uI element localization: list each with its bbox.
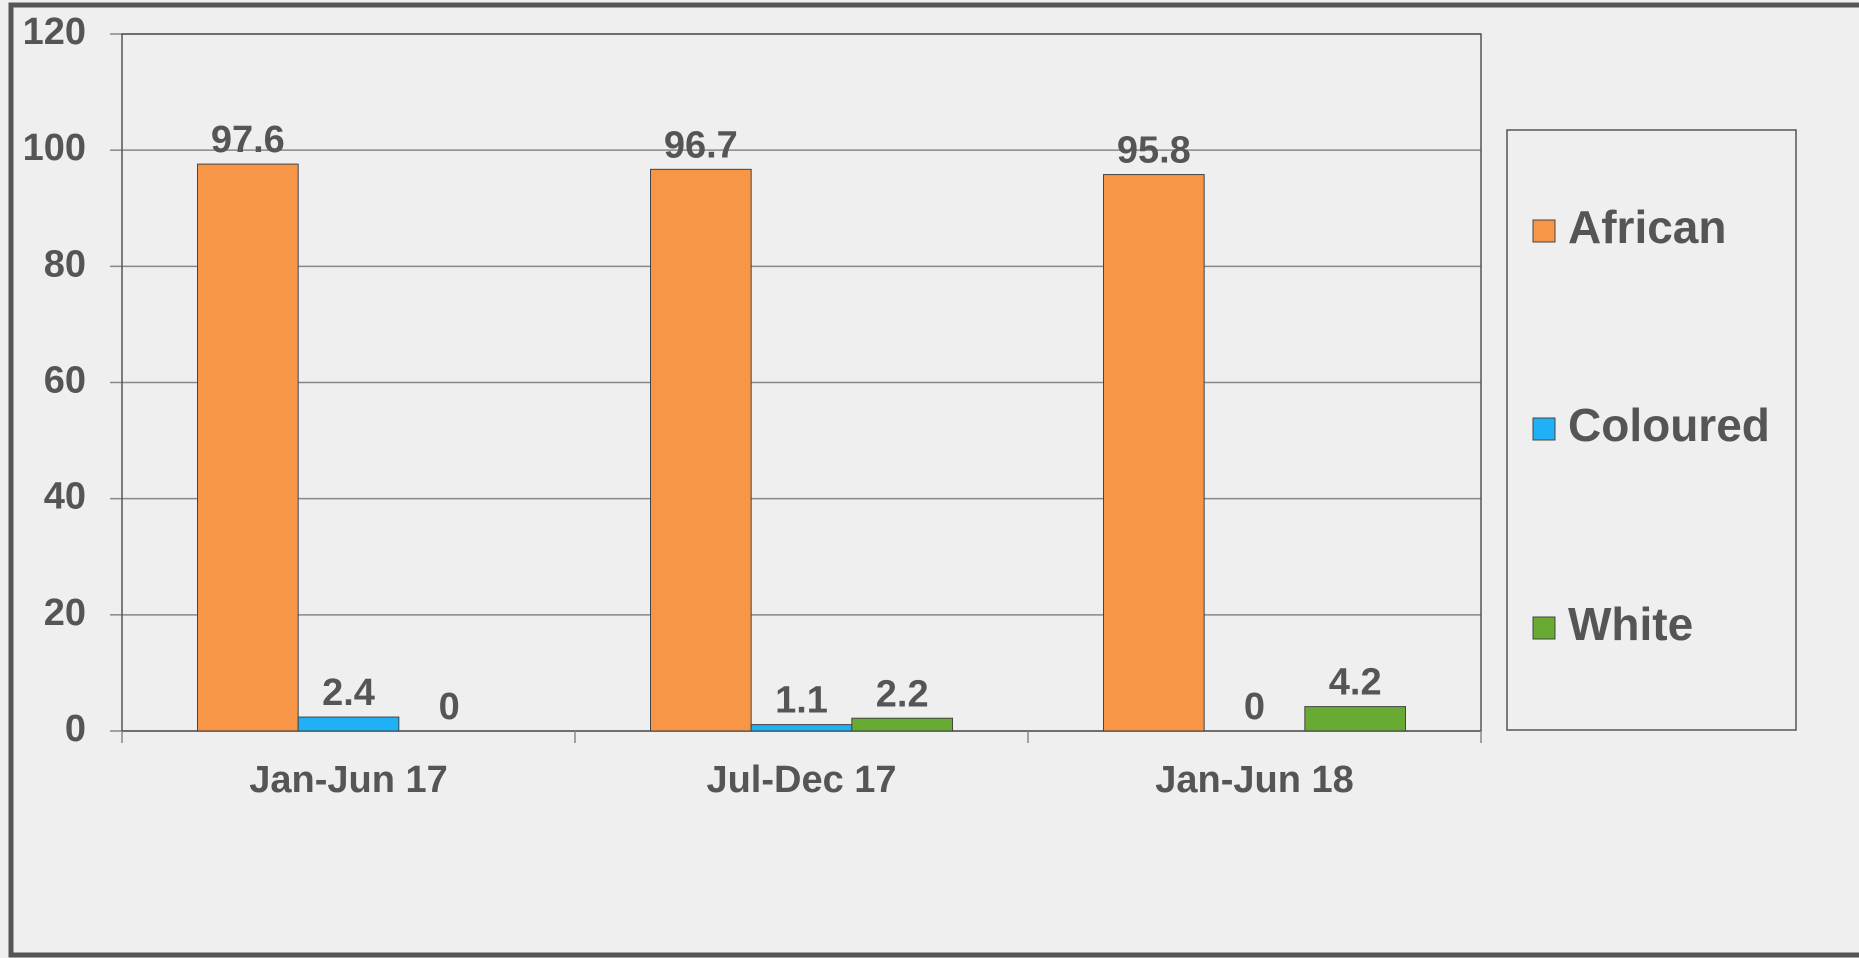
data-label: 2.4: [322, 672, 375, 714]
y-tick-label: 60: [44, 360, 86, 402]
data-label: 2.2: [876, 673, 929, 715]
frame: [8, 2, 1859, 958]
y-tick-label: 40: [44, 476, 86, 518]
legend-box: [1506, 129, 1797, 731]
legend-swatch: [1532, 616, 1556, 640]
legend-swatch: [1532, 219, 1556, 243]
bar: [197, 163, 299, 732]
legend-label: African: [1568, 201, 1726, 253]
legend-label: Coloured: [1568, 399, 1770, 451]
bar: [1103, 174, 1205, 732]
y-tick-label: 120: [23, 11, 86, 53]
bar: [851, 717, 953, 732]
data-label: 97.6: [211, 119, 285, 161]
bar: [297, 716, 400, 732]
y-tick-label: 80: [44, 243, 86, 285]
bar: [1304, 706, 1407, 732]
data-label: 1.1: [775, 680, 828, 722]
data-label: 0: [439, 686, 460, 728]
legend-swatch: [1532, 417, 1556, 441]
x-tick-label: Jul-Dec 17: [706, 759, 896, 801]
data-label: 96.7: [664, 124, 738, 166]
bar: [750, 724, 853, 732]
x-tick-label: Jan-Jun 18: [1155, 759, 1354, 801]
bar: [650, 168, 752, 732]
x-tick-label: Jan-Jun 17: [249, 759, 448, 801]
data-label: 95.8: [1117, 130, 1191, 172]
y-tick-label: 0: [65, 708, 86, 750]
legend-label: White: [1568, 598, 1693, 650]
y-tick-label: 20: [44, 592, 86, 634]
data-label: 4.2: [1329, 662, 1382, 704]
data-label: 0: [1244, 686, 1265, 728]
y-tick-label: 100: [23, 127, 86, 169]
